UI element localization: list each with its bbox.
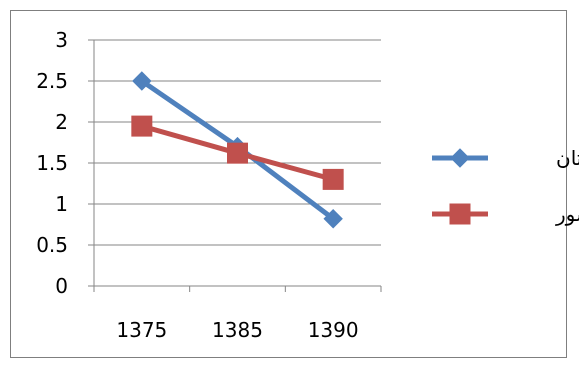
series-lines <box>131 71 344 229</box>
y-tick-label: 2 <box>55 110 68 134</box>
legend: استان کشور <box>432 146 579 226</box>
y-tick-labels: 0 0.5 1 1.5 2 2.5 3 <box>36 28 68 298</box>
x-tick-label: 1385 <box>212 318 263 342</box>
y-tick-label: 0.5 <box>36 233 68 257</box>
y-tick-label: 1 <box>55 192 68 216</box>
legend-label: کشور <box>555 202 579 226</box>
x-tick-label: 1390 <box>308 318 359 342</box>
diamond-marker <box>450 148 470 168</box>
series-2 <box>131 115 344 190</box>
x-tick-labels: 1375 1385 1390 <box>116 318 358 342</box>
axes <box>88 39 382 292</box>
diamond-marker <box>132 71 152 91</box>
square-marker <box>322 168 344 190</box>
y-tick-label: 0 <box>55 274 68 298</box>
y-tick-label: 1.5 <box>36 151 68 175</box>
square-marker <box>227 142 248 164</box>
legend-entry: استان <box>432 146 579 170</box>
square-marker <box>449 203 471 225</box>
y-tick-label: 3 <box>55 28 68 52</box>
diamond-marker <box>323 209 343 229</box>
legend-entry: کشور <box>432 202 579 226</box>
y-tick-label: 2.5 <box>36 69 68 93</box>
legend-label: استان <box>556 146 579 170</box>
x-tick-label: 1375 <box>116 318 167 342</box>
square-marker <box>131 115 153 137</box>
